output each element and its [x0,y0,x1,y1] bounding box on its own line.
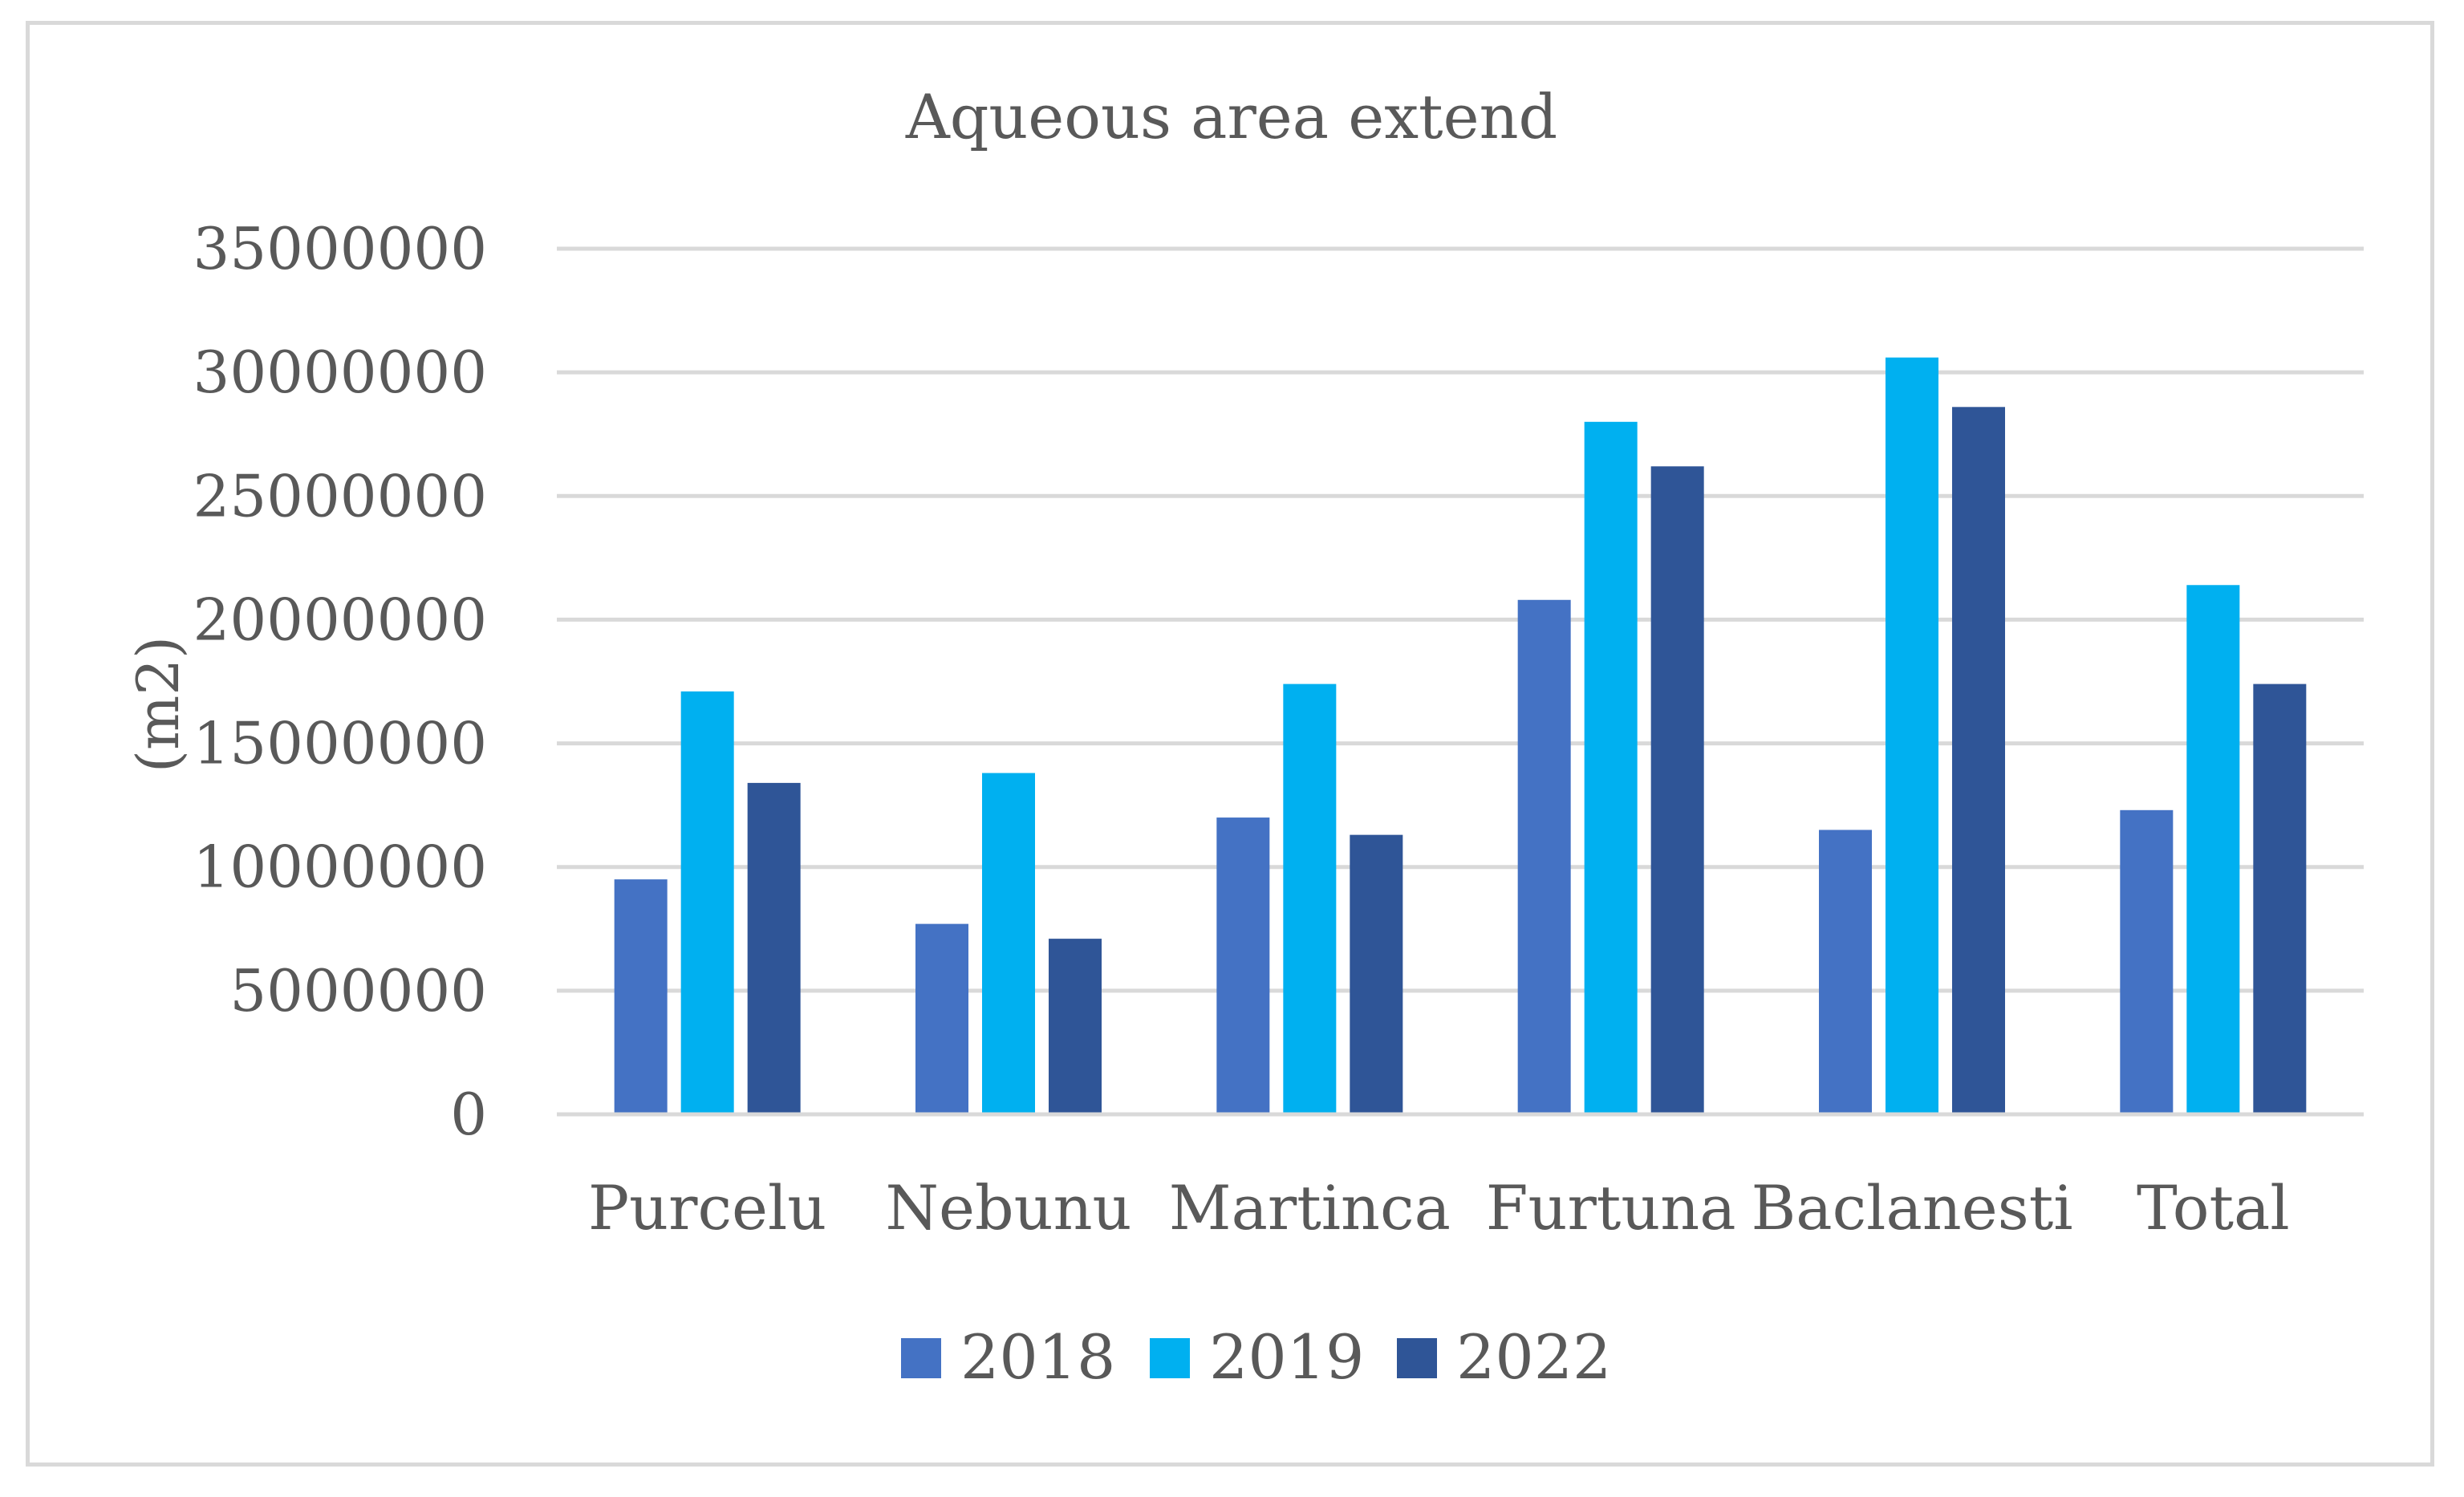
y-tick-label: 10000000 [193,834,487,901]
bar-2022-total [2253,684,2307,1114]
y-axis-title: (m2) [124,636,192,773]
legend: 2018 2019 2022 [901,1321,1611,1393]
bar-2022-furtuna [1650,466,1704,1114]
x-category-label: Furtuna [1486,1172,1736,1243]
bar-2018-total [2120,809,2174,1114]
y-tick-label: 5000000 [229,957,487,1024]
bar-2019-baclanesti [1886,357,1938,1114]
bar-2018-purcelu [614,879,668,1114]
legend-label: 2018 [960,1321,1115,1393]
bar-2022-martinca [1350,834,1403,1114]
legend-swatch-2022 [1397,1338,1437,1378]
x-category-label: Nebunu [886,1172,1132,1243]
y-tick-label: 15000000 [193,710,487,777]
bars [557,357,2364,1117]
bar-2019-purcelu [680,691,734,1114]
chart-title: Aqueous area extend [905,81,1557,152]
y-tick-label: 35000000 [193,215,487,282]
bar-2022-baclanesti [1952,407,2005,1114]
x-category-label: Baclanesti [1751,1172,2072,1243]
x-category-label: Total [2137,1172,2290,1243]
legend-swatch-2018 [901,1338,941,1378]
y-tick-label: 25000000 [193,462,487,529]
bar-2019-total [2186,585,2240,1114]
x-axis-categories: Purcelu Nebunu Martinca Furtuna Baclanesti To… [588,1172,2290,1243]
bar-2018-martinca [1216,817,1270,1114]
bar-2018-nebunu [915,923,968,1114]
bar-2019-martinca [1283,684,1337,1114]
legend-swatch-2019 [1150,1338,1190,1378]
x-category-label: Martinca [1169,1172,1451,1243]
bar-2018-baclanesti [1819,830,1872,1114]
bar-2019-nebunu [982,773,1035,1114]
bar-2019-furtuna [1584,421,1638,1114]
bar-2018-furtuna [1517,599,1571,1114]
bar-2022-nebunu [1049,939,1102,1114]
y-axis-ticks: 0 5000000 10000000 15000000 20000000 25000000… [193,215,487,1148]
y-tick-label: 30000000 [193,339,487,406]
legend-label: 2022 [1456,1321,1611,1393]
legend-label: 2019 [1209,1321,1364,1393]
y-tick-label: 20000000 [193,586,487,653]
x-category-label: Purcelu [588,1172,826,1243]
gridlines [557,246,2364,1117]
bar-2022-purcelu [747,782,801,1114]
y-tick-label: 0 [450,1081,487,1148]
